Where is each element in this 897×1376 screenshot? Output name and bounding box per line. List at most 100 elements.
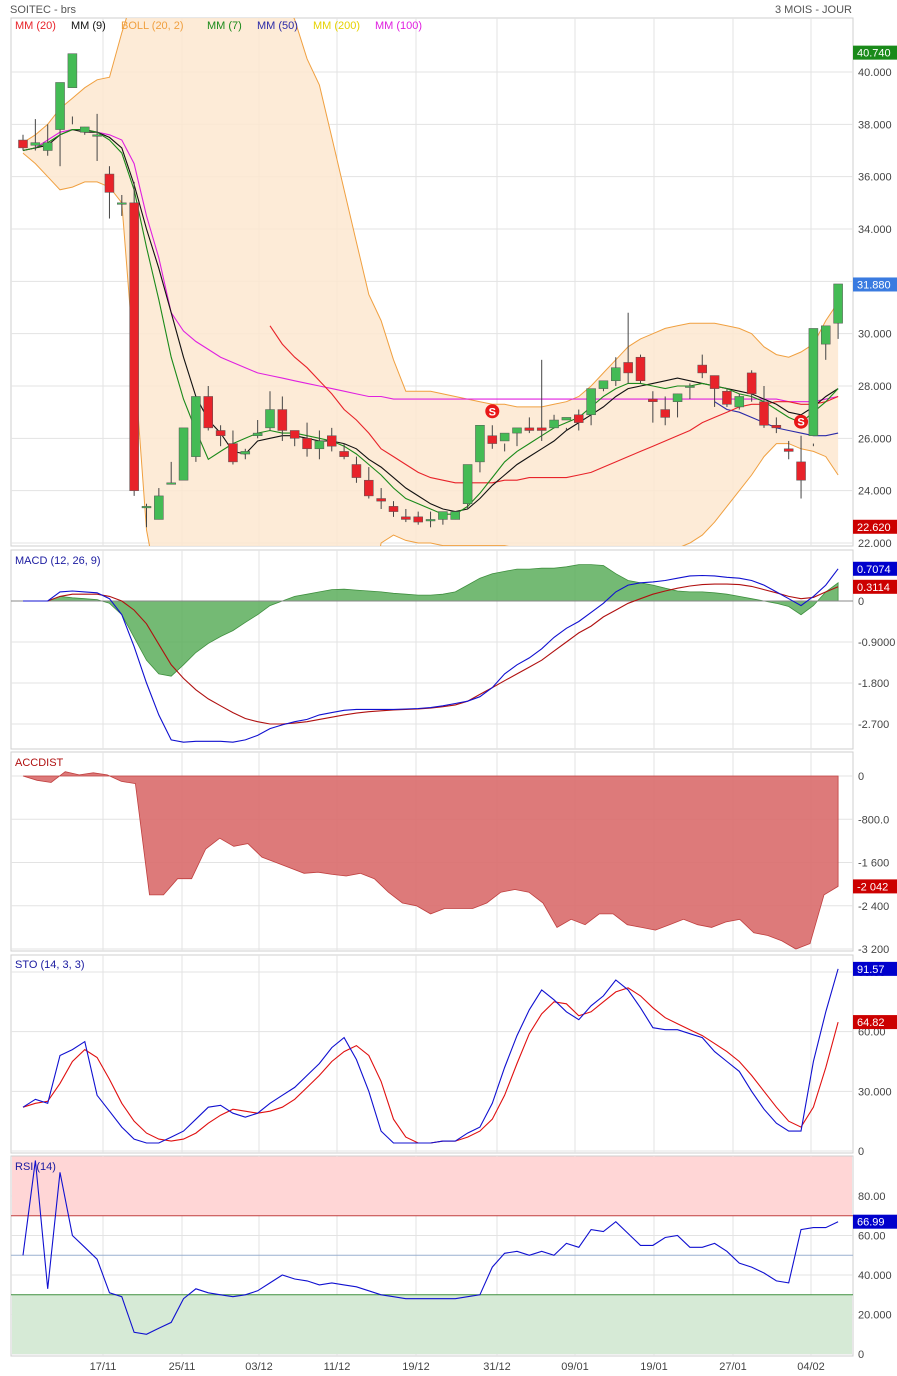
y-tick-label: 40.000 <box>858 1270 892 1282</box>
candle-body <box>574 414 584 423</box>
y-tick-label: 28.000 <box>858 381 892 393</box>
macd-title: MACD (12, 26, 9) <box>15 555 101 567</box>
candle-body <box>203 396 213 429</box>
sto-title: STO (14, 3, 3) <box>15 959 85 971</box>
y-tick-label: 36.000 <box>858 172 892 184</box>
candle-body <box>697 364 707 374</box>
sto-k-line <box>22 968 839 1144</box>
signal-marker-label: S <box>489 406 496 418</box>
value-badge-label: 0.7074 <box>857 564 891 576</box>
candle-body <box>759 401 769 426</box>
candle-body <box>808 328 819 436</box>
candle-body <box>228 443 238 463</box>
candle-body <box>129 202 139 491</box>
candle-body <box>92 134 102 137</box>
candle-body <box>80 126 90 133</box>
candle-body <box>339 451 349 457</box>
candle-body <box>191 396 201 457</box>
candle-body <box>821 325 831 345</box>
macd-plot <box>11 564 853 743</box>
candle-body <box>289 430 300 439</box>
legend-item: BOLL (20, 2) <box>121 20 184 32</box>
candle-body <box>499 432 510 442</box>
candle-body <box>376 498 386 502</box>
candle-body <box>796 461 806 481</box>
y-tick-label: -3 200 <box>858 944 889 956</box>
candle-body <box>104 173 115 193</box>
value-badge <box>853 879 897 894</box>
candle-body <box>351 464 362 478</box>
panel-frame <box>10 954 854 1154</box>
candle-body <box>154 495 164 520</box>
candle-body <box>141 506 152 509</box>
macd-histogram <box>23 564 839 677</box>
value-badge-label: 40.740 <box>857 48 891 60</box>
legend-item: MM (20) <box>15 20 56 32</box>
x-tick-label: 04/02 <box>797 1361 825 1373</box>
x-tick-label: 19/01 <box>640 1361 668 1373</box>
rsi-overbought-zone <box>12 1156 852 1216</box>
ma-line-MM100 <box>22 129 839 403</box>
y-tick-label: 38.000 <box>858 119 892 131</box>
candle-body <box>55 82 65 130</box>
candle-body <box>549 419 559 429</box>
value-badge-label: 22.620 <box>857 522 891 534</box>
value-badge <box>853 961 897 976</box>
candle-body <box>722 390 732 405</box>
signal-marker <box>794 414 809 429</box>
y-tick-label: 30.000 <box>858 329 892 341</box>
ma-line-MM7 <box>22 129 839 515</box>
candle-body <box>512 427 522 434</box>
y-tick-label: 30.000 <box>858 1086 892 1098</box>
candle-body <box>67 53 78 88</box>
y-tick-label: 40.000 <box>858 67 892 79</box>
candle-body <box>178 427 189 481</box>
legend-item: MM (100) <box>375 20 422 32</box>
candle-body <box>364 479 374 497</box>
value-badge <box>853 519 897 534</box>
value-badge <box>853 277 897 292</box>
y-tick-label: 0 <box>858 1146 864 1158</box>
candle-body <box>215 430 226 436</box>
x-tick-label: 31/12 <box>483 1361 511 1373</box>
panel-frame <box>10 549 854 750</box>
candle-body <box>18 139 28 149</box>
x-tick-label: 03/12 <box>245 1361 273 1373</box>
y-tick-label: -800.0 <box>858 814 889 826</box>
signal-marker <box>485 404 500 419</box>
candle-body <box>450 511 460 520</box>
rsi-oversold-zone <box>12 1294 852 1354</box>
y-tick-label: -1.800 <box>858 678 889 690</box>
candle-body <box>166 482 176 485</box>
y-tick-label: 0 <box>858 771 864 783</box>
candle-body <box>771 425 782 429</box>
price-plot <box>18 18 843 546</box>
value-badge <box>853 45 897 60</box>
candle-body <box>623 362 633 374</box>
signal-marker-label: S <box>797 417 804 429</box>
candle-body <box>302 438 312 450</box>
candle-body <box>252 432 263 436</box>
candle-body <box>327 435 337 447</box>
y-tick-label: 22.000 <box>858 538 892 550</box>
candle-body <box>561 417 572 421</box>
x-tick-label: 27/01 <box>719 1361 747 1373</box>
candle-body <box>611 367 621 382</box>
candle-body <box>833 283 843 324</box>
x-tick-label: 09/01 <box>561 1361 589 1373</box>
value-badge-label: 64.82 <box>857 1017 885 1029</box>
candle-body <box>536 427 547 431</box>
candle-body <box>438 511 448 520</box>
candle-body <box>240 451 251 455</box>
candle-body <box>685 385 695 388</box>
y-tick-label: 60.00 <box>858 1231 886 1243</box>
candle-body <box>425 519 436 522</box>
rsi-line <box>22 1160 839 1335</box>
x-tick-label: 19/12 <box>402 1361 430 1373</box>
legend-item: MM (7) <box>207 20 242 32</box>
candle-body <box>413 516 423 523</box>
rsi-title: RSI (14) <box>15 1161 56 1173</box>
value-badge <box>853 579 897 594</box>
y-tick-label: 20.000 <box>858 1310 892 1322</box>
